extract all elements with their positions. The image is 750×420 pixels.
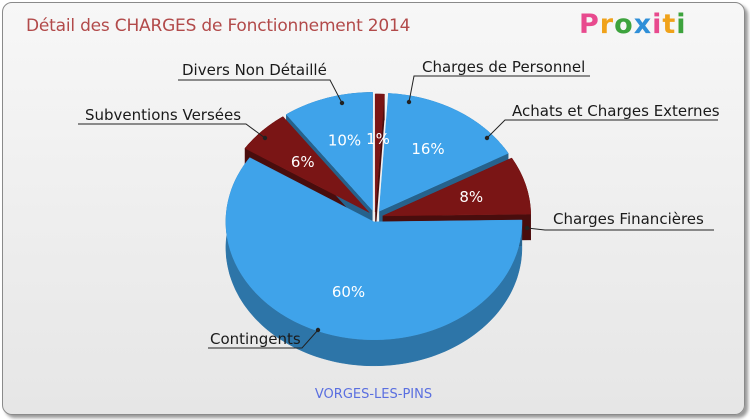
logo-letter: i — [652, 9, 663, 40]
location-label: VORGES-LES-PINS — [314, 387, 433, 402]
slice-percent: 8% — [459, 188, 483, 206]
logo-letter: t — [662, 9, 677, 40]
leader-dot — [484, 135, 490, 141]
logo-letter: r — [599, 9, 615, 40]
slice-label: Charges de Personnel — [422, 58, 585, 76]
slice-percent: 6% — [291, 153, 315, 171]
slice-wall — [375, 94, 385, 239]
pie-slice — [285, 92, 373, 212]
pie-slice — [378, 93, 509, 212]
logo-letter: x — [633, 9, 653, 40]
leader-line — [78, 123, 266, 139]
pie-slice — [374, 93, 385, 213]
slice-label: Charges Financières — [553, 210, 704, 228]
slice-label: Contingents — [210, 330, 301, 348]
slice-label: Achats et Charges Externes — [512, 102, 720, 120]
proxiti-logo: Proxiti — [579, 9, 687, 40]
slice-label: Divers Non Détaillé — [182, 61, 327, 79]
logo-letter: i — [676, 9, 687, 40]
leader-line — [486, 119, 718, 139]
pie-slice — [382, 157, 531, 217]
slice-percent: 1% — [366, 130, 390, 148]
leader-line — [208, 329, 319, 349]
chart-title: Détail des CHARGES de Fonctionnement 201… — [26, 16, 411, 36]
leader-dot — [315, 327, 321, 333]
leader-dot — [262, 135, 268, 141]
leader-dot — [339, 100, 345, 106]
slice-percent: 16% — [411, 140, 444, 158]
logo-letter: o — [614, 9, 634, 40]
leader-line — [408, 75, 590, 103]
slice-percent: 10% — [328, 132, 361, 150]
pie-tops — [225, 92, 531, 340]
leader-line — [526, 227, 714, 231]
slice-label: Subventions Versées — [85, 106, 241, 124]
pie-slice — [244, 116, 370, 213]
logo-letter: P — [579, 9, 600, 40]
slice-percent: 60% — [332, 283, 365, 301]
leader-dot — [524, 225, 530, 231]
leader-dot — [406, 99, 412, 105]
pie-slice — [225, 157, 523, 340]
leader-line — [178, 79, 343, 104]
